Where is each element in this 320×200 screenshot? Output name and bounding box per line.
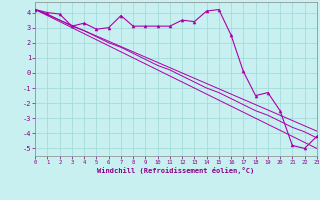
X-axis label: Windchill (Refroidissement éolien,°C): Windchill (Refroidissement éolien,°C) xyxy=(97,167,255,174)
